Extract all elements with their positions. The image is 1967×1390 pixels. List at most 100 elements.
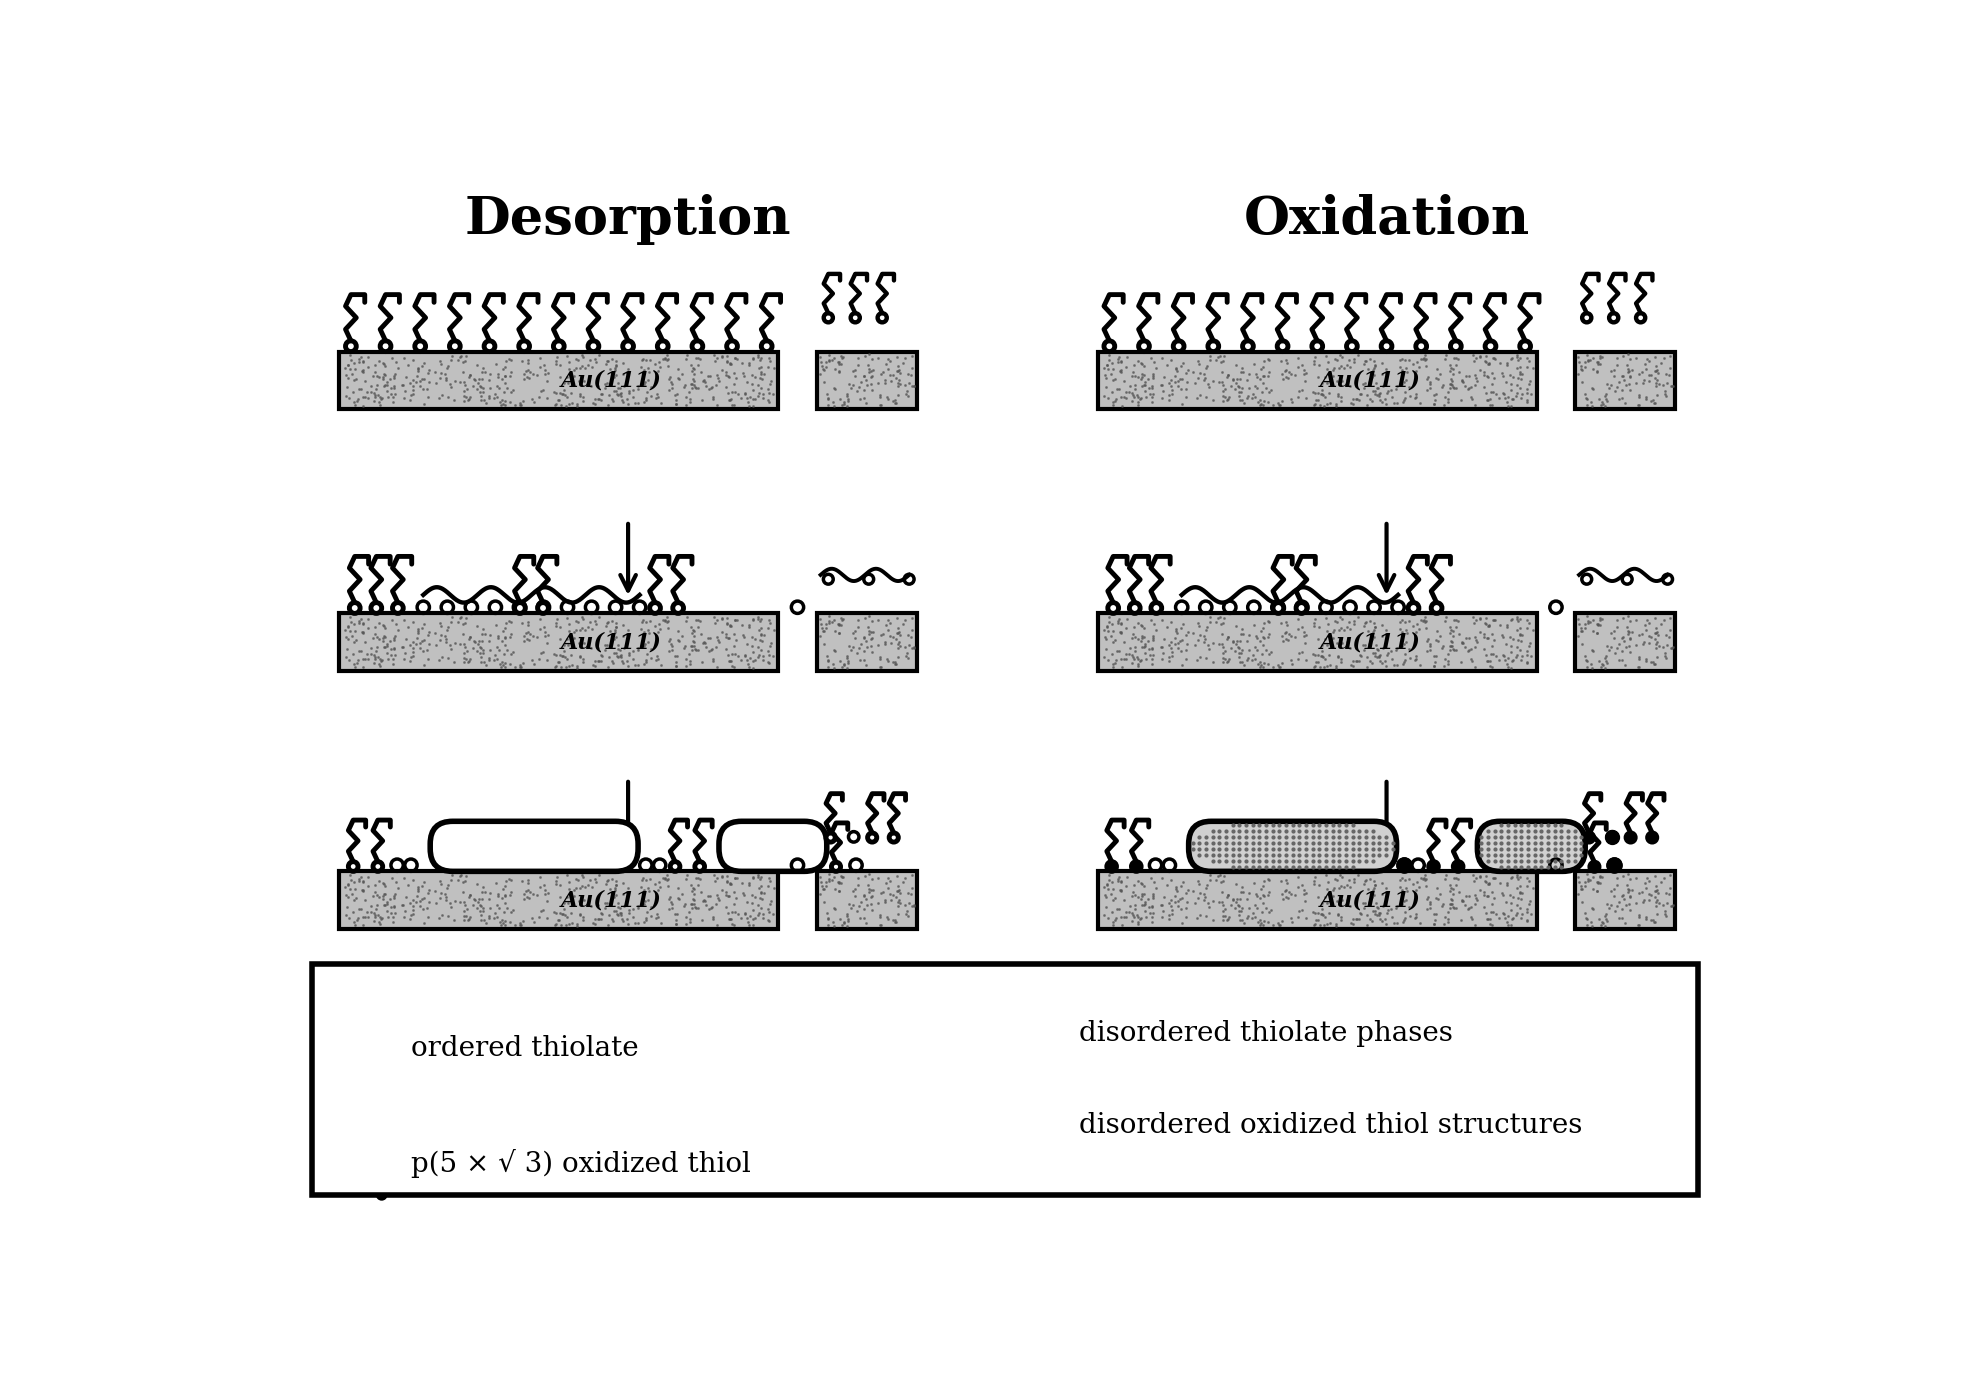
Point bbox=[368, 363, 399, 385]
Point bbox=[1469, 870, 1501, 892]
Point bbox=[557, 635, 588, 657]
Point bbox=[1204, 632, 1235, 655]
Point bbox=[598, 878, 629, 901]
Point bbox=[1204, 891, 1235, 913]
Point bbox=[649, 609, 681, 631]
Point bbox=[1613, 605, 1644, 627]
Point bbox=[848, 898, 879, 920]
Point bbox=[492, 639, 523, 662]
Point bbox=[1607, 641, 1639, 663]
Point bbox=[364, 350, 395, 373]
Point bbox=[1613, 360, 1644, 382]
Point bbox=[407, 356, 439, 378]
Point bbox=[1572, 388, 1603, 410]
Point bbox=[1589, 646, 1621, 669]
Point bbox=[1220, 891, 1251, 913]
Point bbox=[586, 382, 618, 404]
Point bbox=[1639, 887, 1670, 909]
Point bbox=[683, 897, 714, 919]
Point bbox=[891, 905, 923, 927]
Point bbox=[816, 910, 848, 933]
Point bbox=[553, 620, 584, 642]
Point bbox=[443, 349, 474, 371]
Point bbox=[622, 375, 653, 398]
Point bbox=[566, 617, 598, 639]
Point bbox=[1290, 881, 1322, 904]
Point bbox=[545, 627, 576, 649]
Point bbox=[1635, 909, 1666, 931]
Point bbox=[887, 872, 919, 894]
Point bbox=[714, 908, 745, 930]
Point bbox=[1137, 626, 1168, 648]
Point bbox=[856, 627, 887, 649]
Point bbox=[629, 371, 661, 393]
Point bbox=[1184, 881, 1216, 904]
Point bbox=[858, 878, 889, 901]
Point bbox=[1105, 621, 1137, 644]
Point bbox=[1505, 908, 1536, 930]
Point bbox=[1343, 651, 1375, 673]
Point bbox=[834, 639, 865, 662]
Point bbox=[1241, 897, 1273, 919]
Point bbox=[1501, 619, 1532, 641]
Point bbox=[1359, 354, 1391, 377]
Point bbox=[1507, 384, 1538, 406]
Point bbox=[413, 371, 445, 393]
Point bbox=[1426, 375, 1458, 398]
Point bbox=[1302, 366, 1334, 388]
Point bbox=[1135, 653, 1166, 676]
Point bbox=[1391, 623, 1422, 645]
Point bbox=[378, 391, 409, 413]
Point bbox=[1471, 644, 1503, 666]
Point bbox=[1306, 634, 1338, 656]
Point bbox=[553, 878, 584, 901]
Point bbox=[474, 883, 506, 905]
Point bbox=[824, 649, 856, 671]
Point bbox=[425, 361, 456, 384]
Point bbox=[1208, 652, 1239, 674]
Point bbox=[594, 359, 626, 381]
Point bbox=[683, 616, 714, 638]
Point bbox=[348, 656, 380, 678]
Point bbox=[1239, 894, 1271, 916]
Point bbox=[1587, 655, 1619, 677]
Point bbox=[848, 627, 879, 649]
Point bbox=[360, 354, 391, 377]
Point bbox=[728, 881, 759, 904]
Point bbox=[598, 366, 629, 388]
Point bbox=[1141, 619, 1172, 641]
Point bbox=[1338, 655, 1369, 677]
Point bbox=[1286, 616, 1318, 638]
Point bbox=[1487, 627, 1519, 649]
Point bbox=[572, 370, 604, 392]
Point bbox=[391, 354, 423, 377]
Point bbox=[742, 374, 773, 396]
Point bbox=[655, 628, 686, 651]
Point bbox=[744, 606, 775, 628]
Point bbox=[1253, 910, 1284, 933]
Point bbox=[1603, 908, 1635, 930]
Point bbox=[423, 649, 454, 671]
Point bbox=[1125, 649, 1157, 671]
Point bbox=[850, 653, 881, 676]
Point bbox=[1102, 870, 1133, 892]
Point bbox=[1460, 884, 1491, 906]
Point bbox=[659, 384, 690, 406]
Point bbox=[1314, 902, 1345, 924]
Point bbox=[1225, 389, 1257, 411]
Point bbox=[539, 350, 570, 373]
Point bbox=[712, 870, 744, 892]
Point bbox=[1355, 909, 1387, 931]
Point bbox=[675, 616, 706, 638]
Point bbox=[1562, 883, 1593, 905]
Point bbox=[1623, 624, 1654, 646]
Point bbox=[1105, 880, 1137, 902]
Point bbox=[1652, 364, 1684, 386]
Point bbox=[1102, 378, 1133, 400]
Point bbox=[1322, 646, 1353, 669]
Point bbox=[1359, 354, 1391, 377]
Point bbox=[464, 894, 496, 916]
Point bbox=[671, 906, 702, 929]
Point bbox=[805, 870, 836, 892]
Point bbox=[710, 364, 742, 386]
